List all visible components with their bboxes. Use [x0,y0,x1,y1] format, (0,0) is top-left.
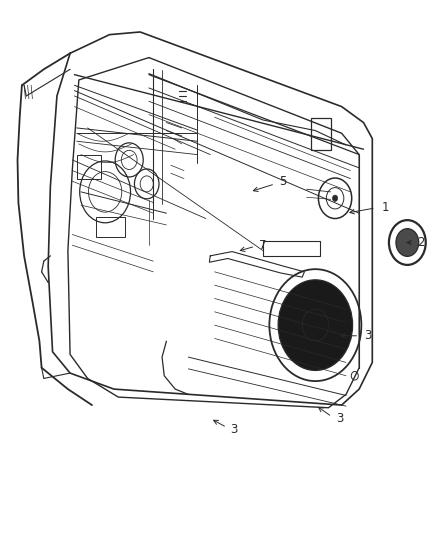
Circle shape [278,280,353,370]
Text: 7: 7 [259,239,267,252]
Text: 3: 3 [336,412,343,425]
Text: 2: 2 [417,236,424,249]
Text: 5: 5 [279,175,286,188]
Circle shape [396,229,419,256]
Circle shape [332,195,338,201]
Text: 3: 3 [364,329,371,342]
Text: 3: 3 [231,423,238,435]
Text: 1: 1 [381,201,389,214]
